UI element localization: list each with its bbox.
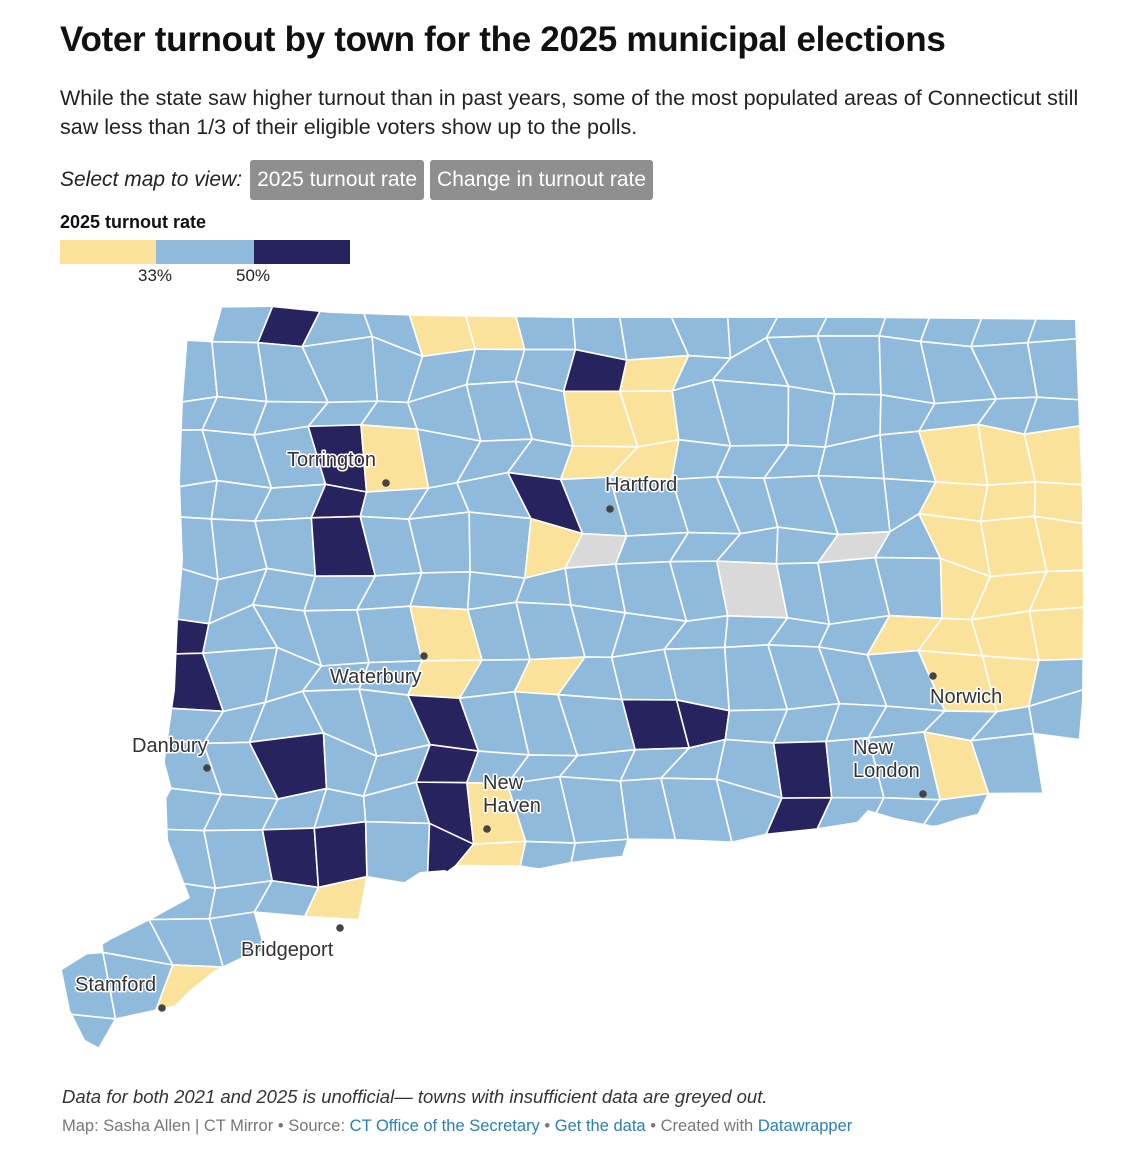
map-selector: Select map to view: 2025 turnout rate Ch… xyxy=(60,160,654,200)
town-shape[interactable] xyxy=(313,820,368,889)
hartford-label: Hartford xyxy=(605,474,677,496)
town-shape[interactable] xyxy=(1033,480,1086,525)
source-link[interactable]: CT Office of the Secretary xyxy=(349,1117,540,1135)
hartford-dot xyxy=(606,505,614,513)
new-london-dot xyxy=(919,790,927,798)
town-shape[interactable] xyxy=(364,820,431,888)
torrington-label: Torrington xyxy=(287,449,376,471)
town-shape[interactable] xyxy=(203,829,274,890)
legend-color-scale xyxy=(60,240,350,264)
town-shape[interactable] xyxy=(303,875,368,921)
town-shape[interactable] xyxy=(979,480,1037,523)
norwich-label: Norwich xyxy=(930,686,1002,708)
danbury-label: Danbury xyxy=(132,735,208,757)
stamford-label: Stamford xyxy=(75,974,156,996)
bridgeport-label: Bridgeport xyxy=(241,939,334,961)
legend-tick-33: 33% xyxy=(138,266,173,285)
town-shape[interactable] xyxy=(468,511,532,579)
town-shape[interactable] xyxy=(58,1012,117,1052)
town-shape[interactable] xyxy=(970,610,1040,662)
town-shape[interactable] xyxy=(1023,424,1086,486)
torrington-dot xyxy=(382,479,390,487)
option-change-in-turnout-button[interactable]: Change in turnout rate xyxy=(430,160,654,200)
town-shape[interactable] xyxy=(155,616,210,656)
stamford-dot xyxy=(158,1004,166,1012)
danbury-dot xyxy=(203,764,211,772)
town-shape[interactable] xyxy=(151,479,218,520)
town-shape[interactable] xyxy=(519,840,576,875)
option-2025-turnout-button[interactable]: 2025 turnout rate xyxy=(250,160,425,200)
new-haven-label: New Haven xyxy=(483,772,541,817)
connecticut-town-map: Torrington Hartford Waterbury Danbury New Hav… xyxy=(58,304,1086,1052)
data-note: Data for both 2021 and 2025 is unofficia… xyxy=(62,1086,768,1107)
town-shape[interactable] xyxy=(1026,304,1086,344)
town-shape[interactable] xyxy=(816,304,892,337)
waterbury-dot xyxy=(420,652,428,660)
town-shape[interactable] xyxy=(1026,337,1086,402)
datawrapper-link[interactable]: Datawrapper xyxy=(757,1117,853,1135)
town-shape[interactable] xyxy=(511,304,577,351)
town-shape[interactable] xyxy=(970,732,1044,795)
legend-tick-50: 50% xyxy=(236,266,271,285)
legend-title: 2025 turnout rate xyxy=(60,212,207,232)
chart-subtitle: While the state saw higher turnout than … xyxy=(60,86,1079,139)
norwich-dot xyxy=(929,672,937,680)
created-with-label: Created with xyxy=(660,1117,754,1135)
legend-low-swatch xyxy=(60,240,156,264)
credits-line: Map: Sasha Allen | CT Mirror • Source: C… xyxy=(62,1117,853,1135)
waterbury-label: Waterbury xyxy=(330,666,422,688)
get-the-data-link[interactable]: Get the data xyxy=(554,1117,646,1135)
town-shape[interactable] xyxy=(568,838,629,875)
town-shape[interactable] xyxy=(1023,396,1086,435)
town-shape[interactable] xyxy=(1028,688,1086,742)
chart-title: Voter turnout by town for the 2025 munic… xyxy=(60,20,946,59)
town-shape[interactable] xyxy=(148,880,217,921)
town-shape[interactable] xyxy=(1028,606,1086,662)
source-label: Source: xyxy=(288,1117,346,1135)
legend-high-swatch xyxy=(254,240,350,264)
town-shape[interactable] xyxy=(1033,515,1086,573)
new-london-label: New London xyxy=(853,737,920,782)
town-shape[interactable] xyxy=(1028,658,1086,708)
town-shape[interactable] xyxy=(772,740,833,799)
selector-label: Select map to view: xyxy=(60,168,243,191)
bridgeport-dot xyxy=(336,924,344,932)
legend-mid-swatch xyxy=(156,240,254,264)
town-shape[interactable] xyxy=(1028,569,1086,612)
map-credit: Map: Sasha Allen | CT Mirror xyxy=(62,1117,274,1135)
new-haven-dot xyxy=(483,825,491,833)
town-shape[interactable] xyxy=(147,337,219,405)
